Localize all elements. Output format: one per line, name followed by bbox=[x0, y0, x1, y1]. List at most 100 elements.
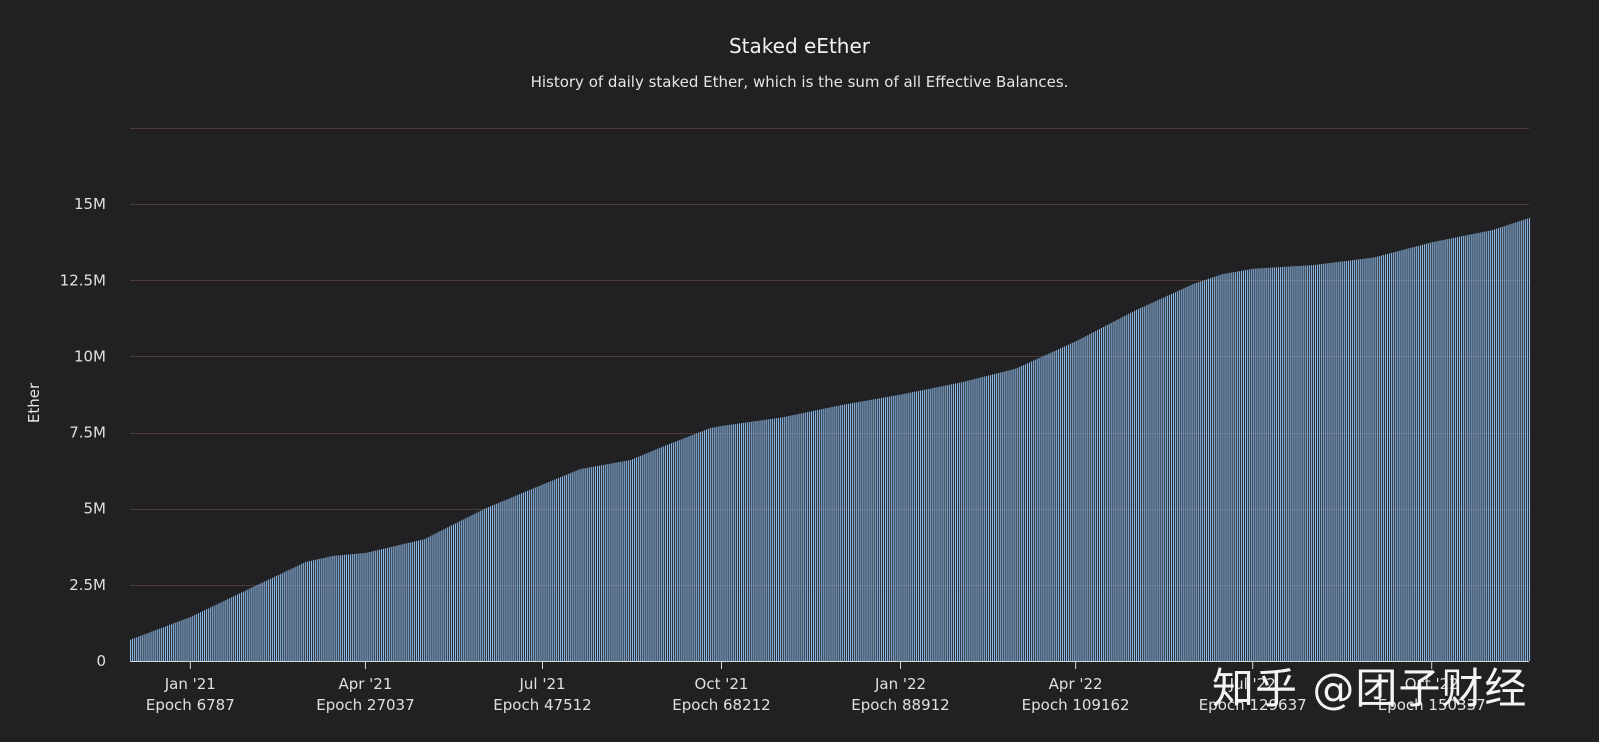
bar bbox=[589, 467, 591, 661]
bar bbox=[1157, 300, 1159, 661]
bar bbox=[1394, 251, 1396, 662]
bar bbox=[672, 442, 674, 661]
bar bbox=[879, 398, 881, 661]
bar bbox=[1505, 225, 1507, 662]
bar bbox=[632, 459, 634, 661]
bar bbox=[1353, 259, 1355, 661]
bar bbox=[980, 377, 982, 661]
bar bbox=[991, 374, 994, 661]
bar bbox=[649, 451, 651, 661]
bar bbox=[1073, 342, 1075, 661]
bar bbox=[1071, 342, 1073, 661]
bar bbox=[326, 557, 328, 661]
bar bbox=[233, 596, 235, 661]
bar bbox=[789, 415, 791, 661]
bar bbox=[552, 480, 554, 661]
bar bbox=[1437, 241, 1439, 662]
bar bbox=[1147, 304, 1149, 661]
bar bbox=[482, 509, 484, 661]
bar bbox=[1104, 325, 1106, 661]
bar bbox=[811, 411, 813, 661]
bar bbox=[670, 443, 672, 661]
bar bbox=[561, 476, 563, 661]
bar bbox=[1396, 251, 1398, 661]
bar bbox=[289, 569, 291, 661]
bar bbox=[799, 413, 801, 661]
bar bbox=[1281, 266, 1283, 661]
bar bbox=[711, 427, 713, 661]
bar bbox=[923, 389, 925, 661]
bar bbox=[1499, 227, 1501, 661]
bar bbox=[655, 449, 657, 661]
bar bbox=[484, 508, 486, 661]
bar bbox=[1328, 263, 1330, 661]
bar bbox=[684, 437, 686, 661]
bar bbox=[279, 574, 281, 661]
bar bbox=[657, 448, 659, 661]
bar bbox=[1318, 264, 1320, 661]
bar bbox=[1013, 369, 1015, 661]
bar bbox=[410, 542, 412, 661]
bar bbox=[692, 434, 694, 661]
bar bbox=[1170, 293, 1173, 661]
bar bbox=[1355, 259, 1357, 661]
bar bbox=[1458, 236, 1460, 661]
bar bbox=[1023, 365, 1025, 661]
bar bbox=[1186, 286, 1188, 661]
bar bbox=[231, 597, 233, 661]
bar bbox=[166, 625, 169, 661]
bar bbox=[1015, 368, 1017, 661]
bar bbox=[1153, 301, 1155, 661]
bar bbox=[698, 432, 700, 661]
bar bbox=[1184, 287, 1186, 661]
bar bbox=[493, 504, 495, 661]
bar bbox=[1289, 266, 1291, 661]
bar bbox=[550, 481, 552, 661]
bar bbox=[310, 560, 312, 661]
bar bbox=[1344, 261, 1346, 661]
bar bbox=[301, 563, 303, 661]
bar bbox=[431, 535, 433, 661]
bar bbox=[190, 616, 192, 661]
bar bbox=[406, 543, 408, 661]
bar bbox=[1480, 232, 1482, 661]
bar bbox=[886, 396, 888, 661]
bar bbox=[425, 538, 427, 661]
bar bbox=[1295, 266, 1297, 661]
bar bbox=[1472, 233, 1474, 661]
bar bbox=[361, 553, 363, 661]
bar bbox=[1040, 357, 1042, 661]
y-tick-label: 10M bbox=[74, 347, 106, 365]
bar bbox=[1032, 360, 1034, 661]
bar bbox=[892, 395, 894, 661]
bar bbox=[1431, 242, 1433, 661]
bar bbox=[739, 423, 741, 661]
bar bbox=[1206, 279, 1208, 661]
bar bbox=[1357, 259, 1359, 661]
bar bbox=[873, 399, 875, 661]
bar bbox=[1460, 236, 1462, 661]
bar bbox=[1497, 228, 1499, 662]
bar bbox=[316, 559, 318, 661]
bar bbox=[807, 412, 809, 661]
bar bbox=[986, 375, 988, 661]
bar bbox=[1406, 248, 1408, 661]
bar bbox=[168, 624, 170, 661]
bar bbox=[622, 461, 624, 661]
bar bbox=[847, 403, 850, 661]
bar bbox=[515, 495, 517, 661]
bar bbox=[1420, 245, 1422, 661]
bar bbox=[1211, 277, 1213, 661]
bar bbox=[1137, 308, 1139, 661]
bar bbox=[314, 559, 316, 661]
bar bbox=[324, 557, 326, 661]
bar bbox=[635, 457, 637, 661]
bar bbox=[624, 461, 626, 661]
bar bbox=[511, 497, 513, 661]
bar bbox=[676, 440, 678, 661]
bar bbox=[262, 582, 264, 661]
bar bbox=[1151, 302, 1153, 661]
bar bbox=[184, 619, 186, 661]
bar bbox=[709, 428, 711, 661]
bar bbox=[651, 451, 653, 661]
